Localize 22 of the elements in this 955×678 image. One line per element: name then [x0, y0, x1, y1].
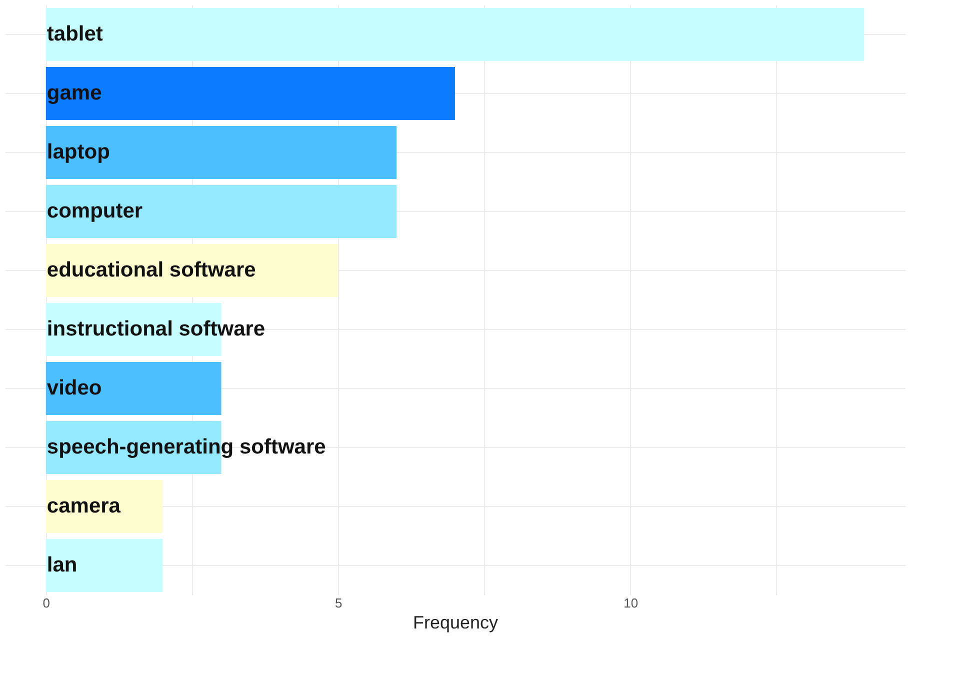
y-tick-label: video	[46, 376, 102, 400]
bar	[46, 538, 163, 592]
y-tick-label: lan	[46, 554, 78, 576]
y-tick-label: educational software	[46, 258, 256, 282]
bar	[46, 244, 338, 298]
x-axis-title: Frequency	[412, 612, 498, 632]
bar	[46, 8, 864, 62]
bar	[46, 480, 163, 534]
y-tick-label: tablet	[46, 22, 103, 46]
y-tick-label: laptop	[46, 140, 110, 164]
y-tick-label: game	[46, 82, 102, 104]
y-tick-label: camera	[46, 494, 121, 518]
y-tick-label: instructional software	[46, 318, 266, 340]
x-tick-label: 0	[42, 596, 50, 610]
bar	[46, 184, 397, 238]
y-tick-label: computer	[46, 200, 143, 222]
x-tick-label: 10	[624, 596, 638, 610]
y-tick-label: speech-generating software	[46, 436, 326, 458]
bar	[46, 66, 455, 120]
x-tick-label: 5	[335, 596, 342, 610]
bar	[46, 362, 222, 416]
bar	[46, 126, 397, 180]
